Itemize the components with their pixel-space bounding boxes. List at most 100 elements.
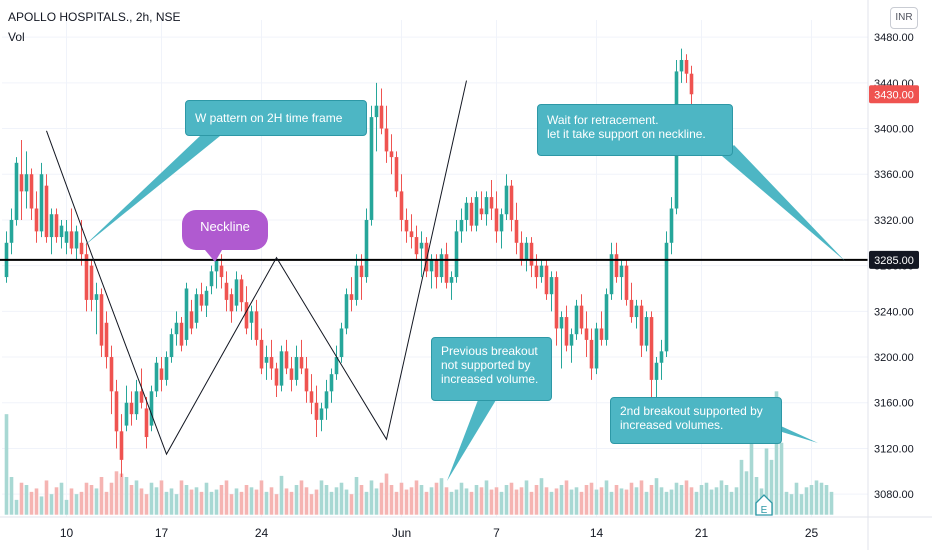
volume-bar	[634, 487, 639, 515]
volume-bar	[199, 491, 204, 515]
candle-body	[304, 368, 309, 392]
candle-body	[124, 402, 129, 426]
candle-body	[204, 290, 209, 306]
volume-bar	[359, 485, 364, 515]
volume-bar	[159, 480, 164, 515]
candle-body	[439, 254, 444, 278]
candle-body	[389, 151, 394, 158]
volume-bar	[254, 489, 259, 515]
volume-bar	[494, 487, 499, 515]
volume-bar	[614, 485, 619, 515]
volume-bar	[104, 491, 109, 515]
volume-bar	[429, 487, 434, 515]
candle-body	[374, 105, 379, 118]
candle-body	[614, 254, 619, 278]
volume-bar	[819, 482, 824, 515]
candle-body	[164, 357, 169, 380]
candle-body	[624, 265, 629, 300]
callout-w-pattern-text: W pattern on 2H time frame	[195, 111, 343, 125]
volume-bar	[824, 485, 829, 515]
candle-body	[424, 242, 429, 272]
volume-bar	[44, 480, 49, 515]
candle-body	[649, 317, 654, 380]
volume-bar	[149, 482, 154, 515]
candle-body	[224, 282, 229, 300]
volume-bar	[144, 494, 149, 515]
volume-bar	[189, 489, 194, 515]
callout-prev-line2: not supported by	[441, 358, 531, 372]
candle-body	[134, 391, 139, 415]
volume-bar	[164, 491, 169, 515]
currency-button[interactable]: INR	[890, 7, 918, 29]
volume-bar	[524, 480, 529, 515]
volume-bar	[554, 488, 559, 515]
volume-bar	[279, 475, 284, 515]
volume-bar	[259, 480, 264, 515]
candle-body	[444, 254, 449, 283]
volume-bar	[829, 491, 834, 515]
volume-bar	[794, 482, 799, 515]
candle-body	[89, 265, 94, 300]
volume-bar	[519, 487, 524, 515]
volume-bar	[609, 491, 614, 515]
volume-bar	[69, 488, 74, 515]
candle-body	[129, 402, 134, 415]
volume-bar	[539, 478, 544, 515]
volume-bar	[4, 414, 9, 515]
volume-bar	[84, 482, 89, 515]
volume-bar	[744, 471, 749, 515]
candle-body	[354, 265, 359, 300]
volume-bar	[19, 482, 24, 515]
candle-body	[14, 162, 19, 220]
volume-bar	[154, 487, 159, 515]
volume-bar	[729, 491, 734, 515]
volume-bar	[809, 485, 814, 515]
candle-body	[29, 174, 34, 209]
volume-bar	[579, 491, 584, 515]
price-tick-label: 3360.00	[874, 169, 914, 181]
candle-body	[429, 259, 434, 272]
candle-body	[324, 391, 329, 409]
candle-body	[484, 197, 489, 215]
volume-bar	[119, 473, 124, 515]
volume-bar	[64, 499, 69, 515]
callout-prev-line3: increased volume.	[441, 372, 539, 386]
pattern-drawings: E	[0, 80, 868, 516]
candle-body	[569, 334, 574, 346]
volume-bar	[239, 491, 244, 515]
candle-body	[114, 391, 119, 432]
candle-body	[534, 265, 539, 278]
candle-body	[339, 328, 344, 358]
volume-bar	[714, 487, 719, 515]
candle-body	[684, 59, 689, 74]
volume-bar	[734, 487, 739, 515]
volume-bar	[674, 482, 679, 515]
candle-body	[519, 242, 524, 260]
candle-body	[109, 357, 114, 392]
volume-bar	[649, 485, 654, 515]
candle-body	[414, 237, 419, 255]
candle-body	[34, 208, 39, 232]
candle-body	[84, 254, 89, 300]
volume-bar	[304, 487, 309, 515]
volume-bar	[344, 489, 349, 515]
volume-bar	[704, 482, 709, 515]
candle-body	[449, 277, 454, 283]
candle-body	[44, 185, 49, 238]
volume-bar	[319, 480, 324, 515]
volume-bars	[4, 391, 834, 515]
volume-bar	[624, 489, 629, 515]
volume-bar	[454, 489, 459, 515]
volume-bar	[619, 488, 624, 515]
neckline-price-badge	[869, 250, 919, 269]
candle-body	[79, 242, 84, 255]
volume-bar	[39, 496, 44, 515]
volume-bar	[509, 482, 514, 515]
volume-bar	[139, 488, 144, 515]
candle-body	[514, 219, 519, 243]
volume-bar	[689, 487, 694, 515]
candle-body	[344, 294, 349, 329]
candle-body	[479, 208, 484, 215]
